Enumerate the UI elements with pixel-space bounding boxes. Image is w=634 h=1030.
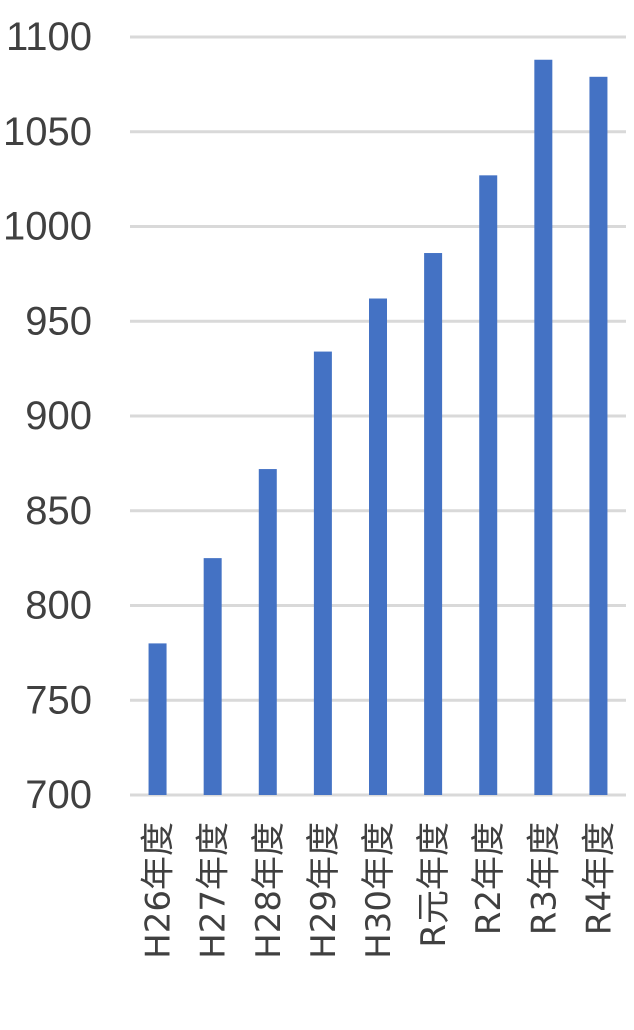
- x-category-label: H28年度: [249, 822, 289, 959]
- bar: [148, 643, 167, 795]
- y-tick-label: 1000: [3, 205, 92, 249]
- y-tick-label: 1050: [3, 110, 92, 154]
- bar: [258, 469, 277, 795]
- bar: [203, 558, 222, 795]
- x-category-label: H26年度: [139, 822, 179, 959]
- bars: [148, 59, 608, 796]
- y-tick-label: 900: [25, 394, 92, 438]
- x-category-label: H29年度: [304, 822, 344, 959]
- x-category-label: R3年度: [524, 822, 564, 935]
- x-category-label: H27年度: [194, 822, 234, 959]
- y-tick-label: 1100: [6, 15, 92, 59]
- x-axis-category-labels: H26年度 H27年度 H28年度 H29年度 H30年度 R元年度 R2年度 R3年度 R4年…: [139, 822, 620, 959]
- bar: [424, 253, 443, 795]
- y-axis-tick-labels: 700 750 800 850 900 950 1000 1050 1100: [3, 15, 92, 817]
- x-category-label: R4年度: [579, 822, 619, 935]
- y-tick-label: 850: [25, 489, 92, 533]
- bar: [313, 351, 332, 795]
- x-category-label: H30年度: [359, 822, 399, 959]
- bar: [589, 76, 608, 796]
- bar: [534, 59, 553, 796]
- y-tick-label: 700: [25, 773, 92, 817]
- y-tick-label: 950: [25, 299, 92, 343]
- x-category-label: R元年度: [414, 822, 454, 948]
- bar: [479, 175, 498, 795]
- y-tick-label: 750: [25, 678, 92, 722]
- x-category-label: R2年度: [469, 822, 509, 935]
- y-tick-label: 800: [25, 584, 92, 628]
- bar: [369, 298, 387, 795]
